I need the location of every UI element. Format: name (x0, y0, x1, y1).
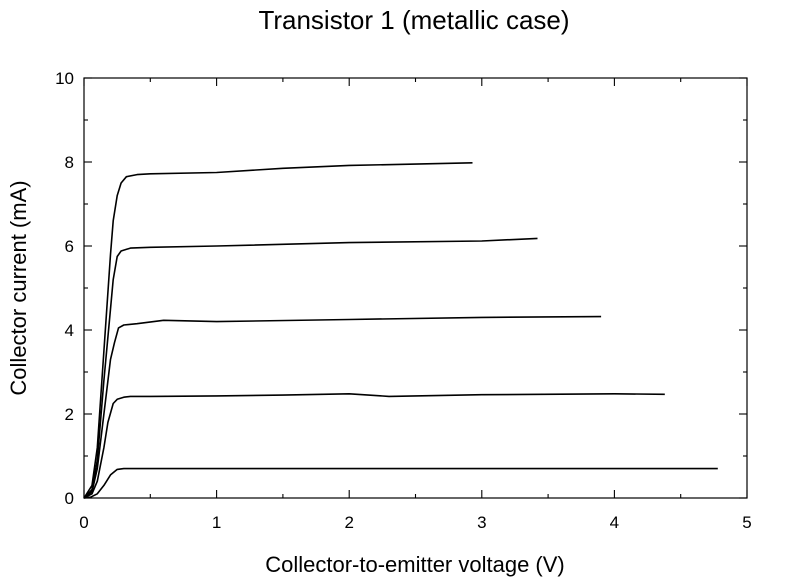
series-line-3 (83, 315, 602, 499)
x-tick-label: 1 (212, 513, 221, 532)
series-layer (83, 162, 718, 499)
series-line-1 (83, 467, 718, 499)
y-tick-label: 0 (65, 489, 74, 508)
y-axis-label: Collector current (mA) (6, 180, 31, 395)
chart-title: Transistor 1 (metallic case) (258, 5, 569, 35)
y-tick-label: 2 (65, 405, 74, 424)
x-axis-label: Collector-to-emitter voltage (V) (265, 552, 565, 577)
x-tick-label: 2 (344, 513, 353, 532)
y-tick-label: 6 (65, 237, 74, 256)
x-tick-label: 5 (742, 513, 751, 532)
plot-frame (83, 77, 748, 499)
ticks-layer (83, 77, 748, 499)
y-tick-label: 4 (65, 321, 74, 340)
series-line-5 (83, 162, 473, 499)
series-line-2 (83, 393, 665, 499)
x-tick-label: 0 (79, 513, 88, 532)
tick-labels-layer: 0 1 2 3 4 5 0 2 4 6 8 10 (55, 69, 752, 532)
x-tick-label: 4 (610, 513, 619, 532)
y-tick-label: 10 (55, 69, 74, 88)
series-line-4 (83, 237, 538, 499)
x-tick-label: 3 (477, 513, 486, 532)
y-tick-label: 8 (65, 153, 74, 172)
